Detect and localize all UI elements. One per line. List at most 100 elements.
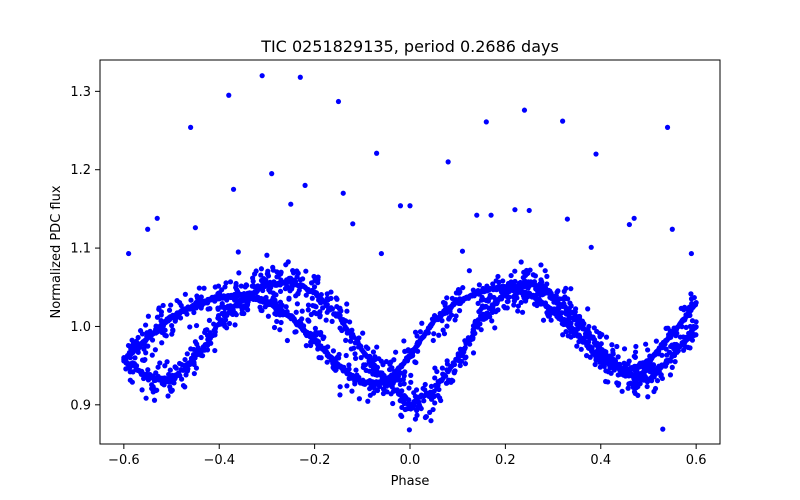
data-point — [128, 343, 134, 349]
outlier-point — [340, 190, 346, 196]
data-point — [141, 375, 147, 382]
data-point — [157, 360, 163, 366]
data-point — [645, 363, 651, 369]
data-point — [567, 300, 573, 306]
data-point — [686, 304, 693, 310]
data-point — [515, 303, 522, 309]
data-point — [403, 355, 410, 361]
outlier-point — [350, 221, 356, 227]
data-point — [674, 330, 680, 336]
data-point — [530, 272, 536, 278]
data-point — [483, 297, 489, 304]
y-axis-ticks: 0.9 1.0 1.1 1.2 1.3 — [70, 85, 100, 413]
data-point — [408, 372, 414, 378]
data-point — [411, 402, 417, 408]
data-point — [347, 338, 354, 344]
data-point — [340, 316, 346, 323]
y-tick-label: 0.9 — [70, 398, 91, 413]
data-point — [591, 325, 597, 331]
data-point — [232, 310, 238, 316]
data-point — [265, 313, 271, 319]
data-point — [299, 308, 305, 314]
data-point — [352, 355, 359, 361]
outlier-point — [145, 226, 151, 232]
data-point — [451, 361, 458, 368]
data-point — [636, 371, 643, 377]
data-point — [224, 293, 231, 299]
data-point — [374, 369, 380, 375]
data-point — [284, 308, 290, 315]
data-point — [370, 349, 377, 355]
data-point — [152, 347, 158, 353]
data-point — [413, 387, 420, 393]
data-point — [356, 335, 362, 341]
data-point — [371, 385, 377, 391]
data-point — [563, 307, 569, 314]
data-point — [415, 404, 421, 410]
data-point — [188, 297, 194, 303]
data-point — [428, 383, 435, 390]
data-point — [233, 280, 239, 287]
data-point — [401, 381, 407, 387]
data-point — [467, 341, 473, 347]
data-point — [143, 322, 149, 328]
data-point — [612, 358, 619, 364]
data-point — [525, 285, 531, 291]
data-point — [614, 343, 620, 350]
data-point — [177, 300, 183, 306]
data-point — [412, 416, 419, 422]
data-point — [663, 359, 669, 366]
outlier-point — [230, 186, 237, 192]
outlier-point — [259, 73, 265, 79]
data-point — [678, 322, 684, 328]
data-point — [336, 355, 342, 361]
data-point — [153, 370, 159, 376]
data-point — [312, 303, 318, 309]
data-point — [149, 352, 155, 358]
data-point — [337, 384, 343, 390]
data-point — [419, 320, 425, 326]
data-point — [453, 313, 459, 319]
x-tick-label: 0.2 — [495, 453, 516, 468]
data-point — [643, 341, 649, 347]
data-point — [298, 283, 304, 290]
data-point — [334, 303, 340, 310]
data-point — [551, 306, 557, 312]
data-point — [254, 286, 261, 292]
data-point — [342, 368, 349, 374]
data-point — [518, 259, 524, 265]
data-point — [444, 323, 450, 329]
data-point — [212, 332, 218, 338]
data-point — [184, 311, 190, 317]
data-point — [297, 277, 303, 283]
data-point — [401, 392, 407, 399]
data-point — [428, 418, 434, 424]
data-point — [333, 311, 339, 318]
data-point — [449, 377, 455, 383]
data-point — [518, 287, 524, 293]
data-point — [241, 310, 247, 317]
data-point — [389, 366, 395, 372]
data-point — [581, 321, 587, 327]
data-point — [344, 301, 350, 307]
data-point — [324, 309, 330, 315]
x-tick-label: 0.4 — [590, 453, 611, 468]
data-point — [683, 324, 689, 330]
data-point — [410, 353, 416, 359]
outlier-point — [302, 182, 308, 188]
data-point — [286, 296, 292, 302]
data-point — [327, 354, 333, 360]
data-point — [261, 297, 267, 303]
data-point — [191, 370, 197, 377]
data-point — [273, 300, 279, 306]
data-point — [204, 332, 211, 339]
data-point — [344, 383, 350, 389]
data-point — [151, 397, 158, 403]
data-point — [138, 371, 144, 377]
data-point — [154, 314, 161, 320]
data-point — [495, 273, 501, 280]
data-point — [191, 361, 197, 368]
data-point — [510, 294, 516, 300]
data-point — [353, 367, 359, 373]
